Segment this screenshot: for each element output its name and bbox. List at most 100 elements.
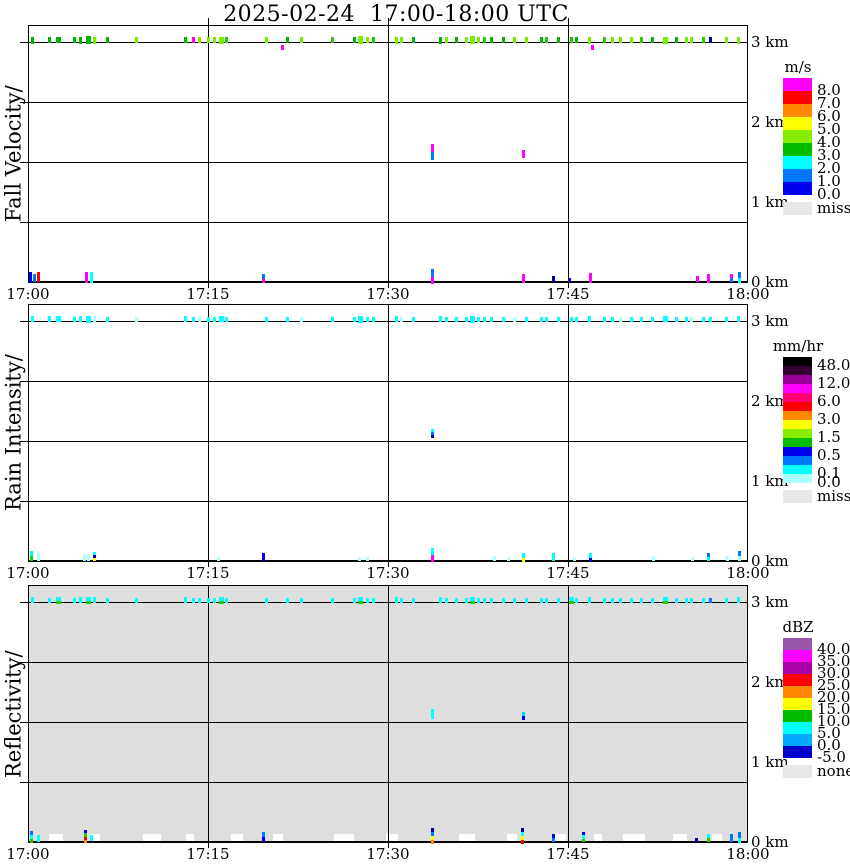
data-mark-segment — [455, 317, 458, 322]
data-mark-segment — [265, 317, 268, 322]
data-mark — [431, 269, 434, 284]
data-mark — [738, 272, 741, 283]
data-mark — [217, 557, 220, 561]
data-mark — [726, 556, 729, 561]
x-tick-label: 17:45 — [546, 564, 590, 582]
data-mark-segment — [412, 37, 415, 43]
legend-band-label: 1.5 — [817, 428, 841, 446]
data-mark-segment — [225, 598, 228, 603]
data-mark-segment — [552, 553, 555, 561]
legend-missing-label: none — [817, 762, 850, 780]
data-mark-segment — [192, 317, 195, 322]
data-mark — [738, 551, 741, 561]
data-mark-segment — [219, 597, 224, 601]
data-mark-segment — [603, 317, 606, 322]
data-mark — [675, 598, 678, 603]
data-mark-segment — [575, 598, 578, 603]
data-mark-segment — [570, 317, 573, 322]
data-mark — [477, 598, 480, 603]
data-mark-segment — [400, 37, 403, 43]
legend-band-label: 1.0 — [817, 172, 841, 190]
x-tick-label: 17:00 — [6, 285, 50, 303]
data-mark-segment — [225, 317, 228, 322]
legend-band — [783, 746, 812, 758]
data-mark-segment — [439, 597, 442, 603]
white-patch — [594, 834, 602, 841]
legend-band-label: 0.1 — [817, 464, 841, 482]
data-mark — [372, 598, 375, 603]
km-label: 0 km — [751, 833, 789, 851]
data-mark — [262, 832, 265, 842]
data-mark-segment — [470, 36, 475, 44]
data-mark-segment — [262, 832, 265, 837]
data-mark — [300, 37, 303, 43]
x-tick-label: 17:15 — [186, 285, 230, 303]
data-mark — [540, 598, 543, 603]
data-mark-segment — [725, 598, 728, 603]
data-mark — [265, 598, 268, 603]
data-mark — [29, 272, 32, 283]
data-mark-segment — [30, 835, 33, 839]
data-mark-segment — [695, 838, 698, 842]
data-mark — [395, 597, 398, 603]
data-mark — [737, 316, 740, 322]
data-mark-segment — [445, 598, 448, 603]
data-mark-segment — [545, 37, 548, 43]
data-mark — [730, 834, 733, 842]
data-mark — [502, 598, 505, 603]
legend-band-label: 0.0 — [817, 185, 841, 203]
white-patch — [459, 834, 475, 841]
white-patch — [186, 834, 194, 841]
data-mark — [573, 557, 576, 561]
data-mark — [353, 317, 356, 322]
data-mark-segment — [685, 317, 688, 322]
data-mark — [570, 37, 573, 43]
data-mark — [640, 317, 643, 322]
data-mark — [603, 317, 606, 322]
data-mark-segment — [630, 598, 633, 603]
data-mark-segment — [93, 552, 96, 555]
x-tick-label: 17:45 — [546, 285, 590, 303]
km-label: 2 km — [751, 392, 789, 410]
plot-area-reflectivity — [20, 585, 748, 844]
data-mark — [575, 37, 578, 43]
data-mark — [281, 45, 284, 50]
data-mark — [431, 144, 434, 160]
data-mark-segment — [198, 317, 201, 322]
legend-band — [783, 182, 812, 195]
data-mark-segment — [570, 37, 573, 43]
data-mark-segment — [372, 598, 375, 603]
data-mark — [31, 316, 34, 322]
data-mark-segment — [522, 150, 525, 158]
data-mark — [213, 598, 216, 603]
data-mark — [412, 598, 415, 603]
data-mark — [675, 317, 678, 322]
legend-band-label: -5.0 — [817, 748, 846, 766]
x-tick-label: 18:00 — [726, 845, 770, 863]
data-mark — [690, 317, 693, 322]
km-label: 3 km — [751, 593, 789, 611]
data-mark-segment — [470, 597, 475, 601]
data-mark-segment — [707, 553, 710, 557]
x-tick-label: 18:00 — [726, 564, 770, 582]
data-mark-segment — [372, 317, 375, 322]
data-mark — [611, 317, 614, 322]
data-mark-segment — [465, 317, 468, 322]
legend-band-label: 30.0 — [817, 664, 850, 682]
data-mark — [37, 553, 40, 561]
data-mark — [707, 553, 710, 561]
data-mark — [431, 709, 434, 719]
x-tick-label: 17:30 — [366, 564, 410, 582]
data-mark-segment — [85, 272, 88, 283]
panel-section-fall-velocity: Fall Velocity/3 km 2 km 1 km 0 km 17:00 17:15… — [0, 18, 850, 325]
data-mark — [79, 37, 82, 44]
legend-band — [783, 474, 812, 483]
data-mark — [135, 598, 138, 603]
data-mark — [588, 597, 591, 603]
data-mark — [603, 37, 606, 43]
km-label: 1 km — [751, 753, 789, 771]
legend-band — [783, 465, 812, 474]
legend-band — [783, 117, 812, 130]
data-mark-segment — [455, 37, 458, 43]
data-mark-segment — [630, 37, 633, 43]
